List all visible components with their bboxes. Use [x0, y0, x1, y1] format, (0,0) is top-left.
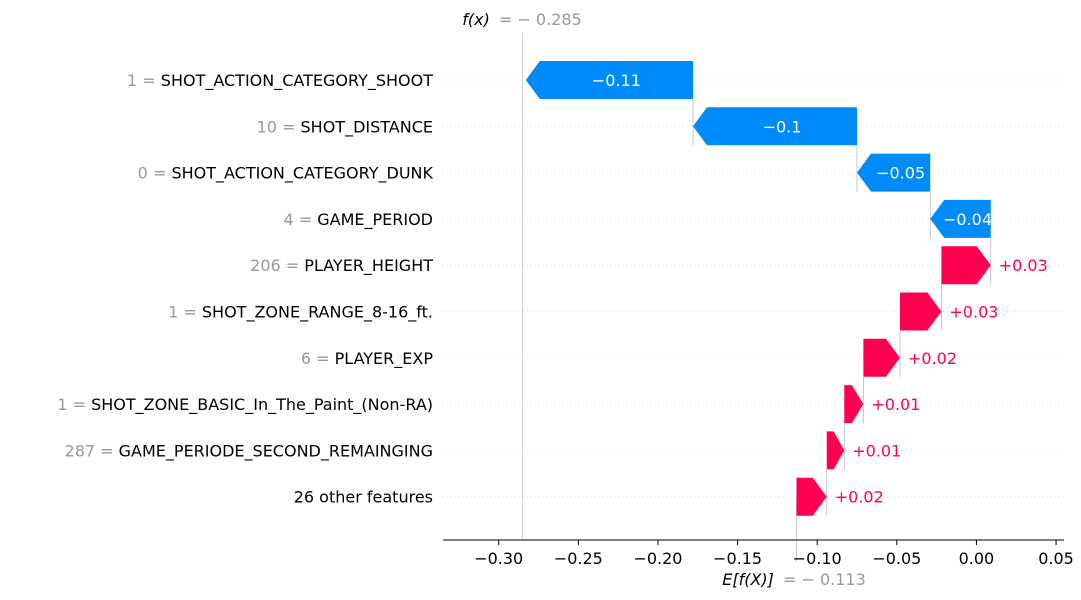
bar-value-label: +0.01 [852, 441, 901, 460]
feature-label: 0 = SHOT_ACTION_CATEGORY_DUNK [138, 164, 434, 184]
feature-name: GAME_PERIODE_SECOND_REMAINGING [119, 441, 433, 461]
feature-name: SHOT_ZONE_BASIC_In_The_Paint_(Non-RA) [91, 395, 433, 415]
feature-name: PLAYER_HEIGHT [304, 256, 433, 276]
bar-value-label: −0.05 [876, 164, 925, 183]
x-tick-label: −0.25 [554, 549, 603, 568]
efx-annotation: E[f(X)] = − 0.113 [722, 570, 866, 589]
x-tick-label: 0.00 [959, 549, 995, 568]
positive-bar [863, 338, 900, 377]
positive-bar [796, 477, 827, 516]
feature-labels: 1 = SHOT_ACTION_CATEGORY_SHOOT 10 = SHOT_… [57, 71, 433, 507]
bars: −0.11 −0.1 −0.05 −0.04 +0.03 +0.03 +0.02 +0.01 +… [525, 61, 1048, 516]
feature-value: 1 = [127, 71, 161, 90]
feature-label: 4 = GAME_PERIOD [283, 210, 433, 230]
x-tick-label: −0.05 [872, 549, 921, 568]
fx-annotation: f(x) = − 0.285 [462, 10, 581, 29]
feature-label: 6 = PLAYER_EXP [301, 349, 433, 369]
x-axis: −0.30 −0.25 −0.20 −0.15 −0.10 −0.05 0.00 0.05 [443, 539, 1074, 568]
feature-value: 4 = [283, 210, 317, 229]
positive-bar [899, 292, 942, 331]
fx-label: f(x) [462, 10, 490, 29]
efx-value: = − 0.113 [783, 570, 866, 589]
bar-value-label: −0.1 [763, 117, 802, 136]
positive-bar [941, 246, 991, 285]
bar-value-label: +0.01 [871, 395, 920, 414]
x-tick-label: −0.10 [793, 549, 842, 568]
bar-value-label: +0.02 [908, 349, 957, 368]
bar-value-label: −0.04 [943, 210, 992, 229]
feature-label: 1 = SHOT_ZONE_BASIC_In_The_Paint_(Non-RA… [57, 395, 433, 415]
bar-value-label: +0.03 [949, 303, 998, 322]
feature-name: SHOT_DISTANCE [301, 117, 433, 137]
feature-value: 1 = [168, 303, 202, 322]
bar-value-label: −0.11 [592, 71, 641, 90]
fx-value: = − 0.285 [499, 10, 582, 29]
negative-bar [857, 153, 931, 192]
positive-bar [844, 385, 864, 424]
feature-value: 6 = [301, 349, 335, 368]
x-tick-label: −0.20 [633, 549, 682, 568]
x-tick-label: −0.15 [713, 549, 762, 568]
feature-label: 1 = SHOT_ZONE_RANGE_8-16_ft. [168, 303, 433, 323]
bar-value-label: +0.03 [999, 256, 1048, 275]
feature-name: SHOT_ACTION_CATEGORY_SHOOT [161, 71, 433, 91]
efx-label: E[f(X)] [722, 570, 774, 589]
negative-bar [692, 107, 857, 146]
x-tick-label: 0.05 [1038, 549, 1074, 568]
positive-bar [826, 431, 845, 470]
feature-name: SHOT_ACTION_CATEGORY_DUNK [171, 164, 433, 184]
feature-name: 26 other features [294, 488, 433, 507]
feature-name: SHOT_ZONE_RANGE_8-16_ft. [202, 303, 433, 323]
feature-value: 1 = [57, 395, 91, 414]
feature-value: 206 = [250, 256, 304, 275]
feature-label: 10 = SHOT_DISTANCE [257, 117, 433, 137]
feature-label: 26 other features [294, 488, 433, 507]
feature-label: 206 = PLAYER_HEIGHT [250, 256, 433, 276]
negative-bar [525, 61, 693, 99]
feature-name: GAME_PERIOD [317, 210, 433, 230]
negative-bar [930, 199, 991, 238]
feature-value: 10 = [257, 117, 301, 136]
feature-value: 287 = [65, 441, 119, 460]
feature-value: 0 = [138, 164, 172, 183]
feature-label: 287 = GAME_PERIODE_SECOND_REMAINGING [65, 441, 433, 461]
bar-value-label: +0.02 [835, 488, 884, 507]
feature-label: 1 = SHOT_ACTION_CATEGORY_SHOOT [127, 71, 433, 91]
feature-name: PLAYER_EXP [335, 349, 434, 369]
x-tick-label: −0.30 [474, 549, 523, 568]
